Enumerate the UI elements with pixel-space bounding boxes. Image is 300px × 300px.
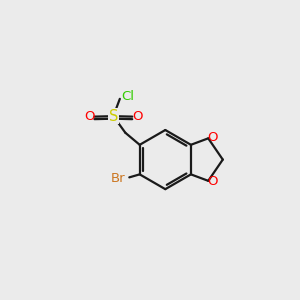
Text: O: O <box>207 175 217 188</box>
Text: Cl: Cl <box>121 90 134 103</box>
Text: O: O <box>207 131 217 144</box>
Text: O: O <box>132 110 142 123</box>
Text: S: S <box>109 109 118 124</box>
Text: Br: Br <box>111 172 125 185</box>
Text: O: O <box>84 110 94 123</box>
